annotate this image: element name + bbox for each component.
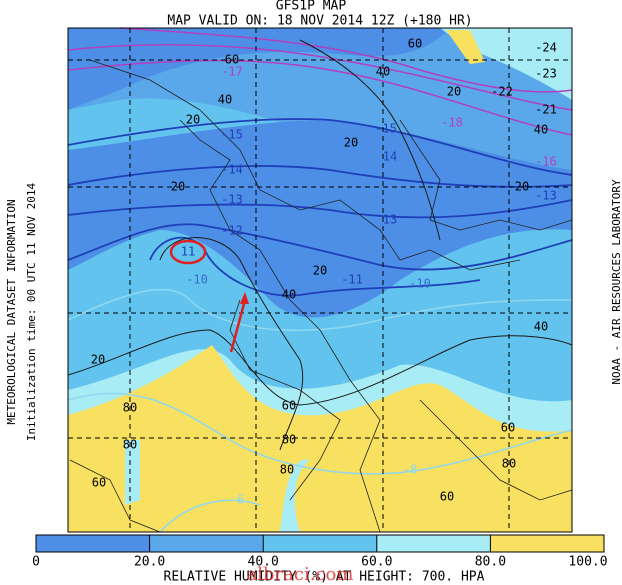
contour-label: 80: [123, 401, 137, 415]
contour-label: -13: [221, 193, 243, 207]
title: GFS1P MAP: [276, 0, 347, 14]
contour-label: 60: [282, 399, 296, 413]
region-0-20: [68, 28, 450, 110]
contour-label: 20: [344, 136, 358, 150]
contour-label: -15: [375, 122, 397, 136]
colorbar-tick-label: 40.0: [248, 555, 279, 570]
colorbar-segment: [149, 535, 264, 552]
colorbar-segment: [36, 535, 150, 552]
colorbar-segment: [490, 535, 604, 552]
contour-label: 60: [225, 53, 239, 67]
contour-label: 20: [447, 85, 461, 99]
contour-label: 20: [91, 353, 105, 367]
contour-label: -12: [221, 224, 243, 238]
contour-label: 13: [383, 213, 397, 227]
region-80-100: [446, 30, 485, 64]
contour-label: 20: [313, 264, 327, 278]
contour-label: -24: [535, 41, 557, 55]
contour-label: -14: [221, 163, 243, 177]
contour-label: 80: [123, 438, 137, 452]
contour-label: -23: [535, 67, 557, 81]
contour-label: -6: [230, 493, 244, 507]
contour-label: -22: [491, 85, 513, 99]
colorbar-tick-label: 100.0: [568, 555, 607, 570]
highlight-circle: [169, 239, 207, 265]
contour-label: -16: [535, 155, 557, 169]
contour-label: -21: [535, 103, 557, 117]
contour-label: 80: [280, 463, 294, 477]
side-label: NOAA - AIR RESOURCES LABORATORY: [610, 179, 622, 385]
contour-label: 60: [440, 490, 454, 504]
contour-label: 20: [171, 180, 185, 194]
contour-label: -18: [441, 116, 463, 130]
contour-label: -11: [341, 273, 363, 287]
contour-label: -17: [221, 65, 243, 79]
colorbar-tick-label: 0: [32, 555, 40, 570]
arrow-head: [240, 292, 249, 304]
contour-label: 20: [186, 113, 200, 127]
contour-label: 40: [534, 123, 548, 137]
colorbar-segment: [376, 535, 491, 552]
contour-label: -10: [186, 273, 208, 287]
colorbar-tick-label: 80.0: [475, 555, 506, 570]
highlight-arrow: [229, 299, 247, 353]
contour-label: -10: [409, 277, 431, 291]
side-label: Initialization time: 00 UTC 11 NOV 2014: [25, 182, 38, 441]
side-label: METEOROLOGICAL DATASET INFORMATION: [5, 199, 18, 424]
contour-label: 11: [181, 245, 195, 259]
field-label: RELATIVE HUMIDITY (%) AT HEIGHT: 700. HP…: [164, 570, 485, 585]
colorbar-tick-label: 20.0: [134, 555, 165, 570]
contour-label: 20: [515, 180, 529, 194]
colorbar-tick-label: 60.0: [361, 555, 392, 570]
contour-label: 40: [534, 320, 548, 334]
contour-label: 80: [502, 457, 516, 471]
contour-label: 14: [383, 150, 397, 164]
region-60-80: [125, 440, 140, 505]
contour-label: 60: [501, 421, 515, 435]
colorbar: 0 20.0 40.0 60.0 80.0 100.0: [32, 534, 608, 570]
watermark: albraci.com: [247, 564, 354, 585]
contour-label: 80: [282, 433, 296, 447]
contour-label: 60: [92, 476, 106, 490]
contour-label: -8: [403, 463, 417, 477]
contour-label: 40: [282, 288, 296, 302]
contour-label: 60: [408, 37, 422, 51]
contour-label: -13: [535, 189, 557, 203]
contour-label: 40: [218, 93, 232, 107]
subtitle: MAP VALID ON: 18 NOV 2014 12Z (+180 HR): [167, 14, 472, 29]
contour-label: -15: [221, 128, 243, 142]
colorbar-segment: [263, 535, 377, 552]
colorbar-frame: [35, 534, 605, 553]
contour-label: 40: [376, 65, 390, 79]
